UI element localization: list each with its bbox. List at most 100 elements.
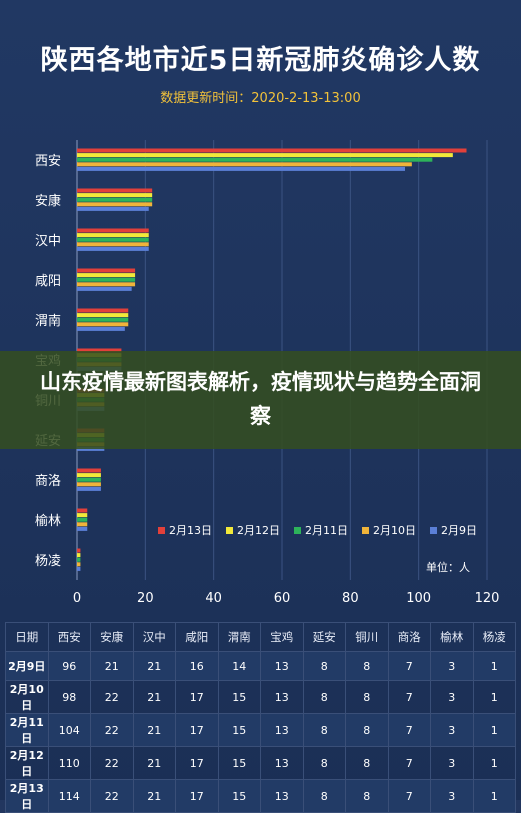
table-cell: 21: [132, 779, 176, 813]
table-cell: 13: [260, 680, 304, 714]
column-header: 宝鸡: [260, 622, 304, 652]
table-cell: 21: [132, 713, 176, 747]
table-cell: 8: [345, 746, 389, 780]
bar: [77, 553, 81, 558]
bar: [77, 148, 467, 153]
bar: [77, 282, 136, 287]
row-date: 2月9日: [5, 651, 49, 681]
bar: [77, 313, 129, 318]
table-cell: 7: [387, 651, 431, 681]
legend-label: 2月11日: [305, 524, 348, 537]
legend-swatch: [430, 527, 437, 534]
data-table: 日期 西安 安康 汉中 咸阳 渭南 宝鸡 延安 铜川 商洛 榆林 杨凌 2月9日 96 21 21 16 14 13…: [5, 622, 516, 813]
table-cell: 15: [217, 746, 261, 780]
bar: [77, 228, 149, 233]
bar: [77, 206, 149, 211]
bar: [77, 286, 132, 291]
table-cell: 8: [302, 746, 346, 780]
column-header: 杨凌: [472, 622, 516, 652]
table-cell: 1: [472, 713, 516, 747]
row-date: 2月11日: [5, 713, 49, 747]
table-cell: 7: [387, 746, 431, 780]
legend-swatch: [294, 527, 301, 534]
table-cell: 15: [217, 779, 261, 813]
table-cell: 1: [472, 680, 516, 714]
table-row: 2月13日 114 22 21 17 15 13 8 8 7 3 1: [5, 779, 516, 813]
table-cell: 16: [175, 651, 219, 681]
table-cell: 13: [260, 651, 304, 681]
category-label: 杨凌: [35, 554, 61, 569]
bar: [77, 246, 149, 251]
column-header: 渭南: [217, 622, 261, 652]
table-cell: 8: [345, 651, 389, 681]
column-header: 汉中: [132, 622, 176, 652]
bar: [77, 166, 405, 171]
column-header: 榆林: [430, 622, 474, 652]
table-cell: 114: [47, 779, 91, 813]
table-cell: 15: [217, 713, 261, 747]
table-row: 2月12日 110 22 21 17 15 13 8 8 7 3 1: [5, 746, 516, 780]
bar: [77, 273, 136, 278]
bar: [77, 188, 153, 193]
category-label: 咸阳: [35, 274, 61, 289]
bar: [77, 468, 101, 473]
table-cell: 17: [175, 779, 219, 813]
x-tick-label: 120: [475, 591, 500, 606]
legend-swatch: [226, 527, 233, 534]
legend-swatch: [362, 527, 369, 534]
x-tick-label: 60: [274, 591, 291, 606]
bar: [77, 473, 101, 478]
bar: [77, 562, 81, 567]
bar: [77, 233, 149, 238]
table-cell: 3: [430, 746, 474, 780]
column-header: 西安: [47, 622, 91, 652]
table-cell: 21: [132, 680, 176, 714]
category-label: 渭南: [35, 313, 61, 329]
bar: [77, 277, 136, 282]
table-cell: 8: [302, 680, 346, 714]
bar: [77, 268, 136, 273]
bar: [77, 482, 101, 487]
table-cell: 3: [430, 651, 474, 681]
table-cell: 17: [175, 713, 219, 747]
table-cell: 8: [345, 680, 389, 714]
bar: [77, 157, 433, 162]
bar: [77, 326, 125, 331]
bar: [77, 197, 153, 202]
bar: [77, 522, 88, 527]
x-tick-label: 0: [73, 591, 81, 606]
column-header: 商洛: [387, 622, 431, 652]
table-row: 2月11日 104 22 21 17 15 13 8 8 7 3 1: [5, 713, 516, 747]
table-cell: 8: [302, 713, 346, 747]
x-tick-label: 100: [406, 591, 431, 606]
column-header: 安康: [90, 622, 134, 652]
table-cell: 98: [47, 680, 91, 714]
table-row: 2月10日 98 22 21 17 15 13 8 8 7 3 1: [5, 680, 516, 714]
table-cell: 21: [132, 746, 176, 780]
table-cell: 8: [302, 779, 346, 813]
table-cell: 104: [47, 713, 91, 747]
bar: [77, 566, 81, 571]
table-cell: 8: [345, 779, 389, 813]
bar: [77, 517, 88, 522]
table-cell: 7: [387, 680, 431, 714]
column-header: 延安: [302, 622, 346, 652]
table-cell: 22: [90, 746, 134, 780]
bar: [77, 153, 453, 158]
table-cell: 13: [260, 746, 304, 780]
category-label: 榆林: [35, 514, 61, 529]
table-cell: 15: [217, 680, 261, 714]
table-cell: 1: [472, 651, 516, 681]
table-cell: 3: [430, 713, 474, 747]
table-cell: 8: [345, 713, 389, 747]
table-header-row: 日期 西安 安康 汉中 咸阳 渭南 宝鸡 延安 铜川 商洛 榆林 杨凌: [5, 622, 516, 652]
bar: [77, 193, 153, 198]
x-tick-label: 20: [137, 591, 154, 606]
headline-text: 山东疫情最新图表解析，疫情现状与趋势全面洞察: [40, 370, 481, 428]
table-cell: 17: [175, 680, 219, 714]
table-cell: 22: [90, 713, 134, 747]
bar: [77, 162, 412, 167]
bar: [77, 557, 81, 562]
table-cell: 22: [90, 779, 134, 813]
